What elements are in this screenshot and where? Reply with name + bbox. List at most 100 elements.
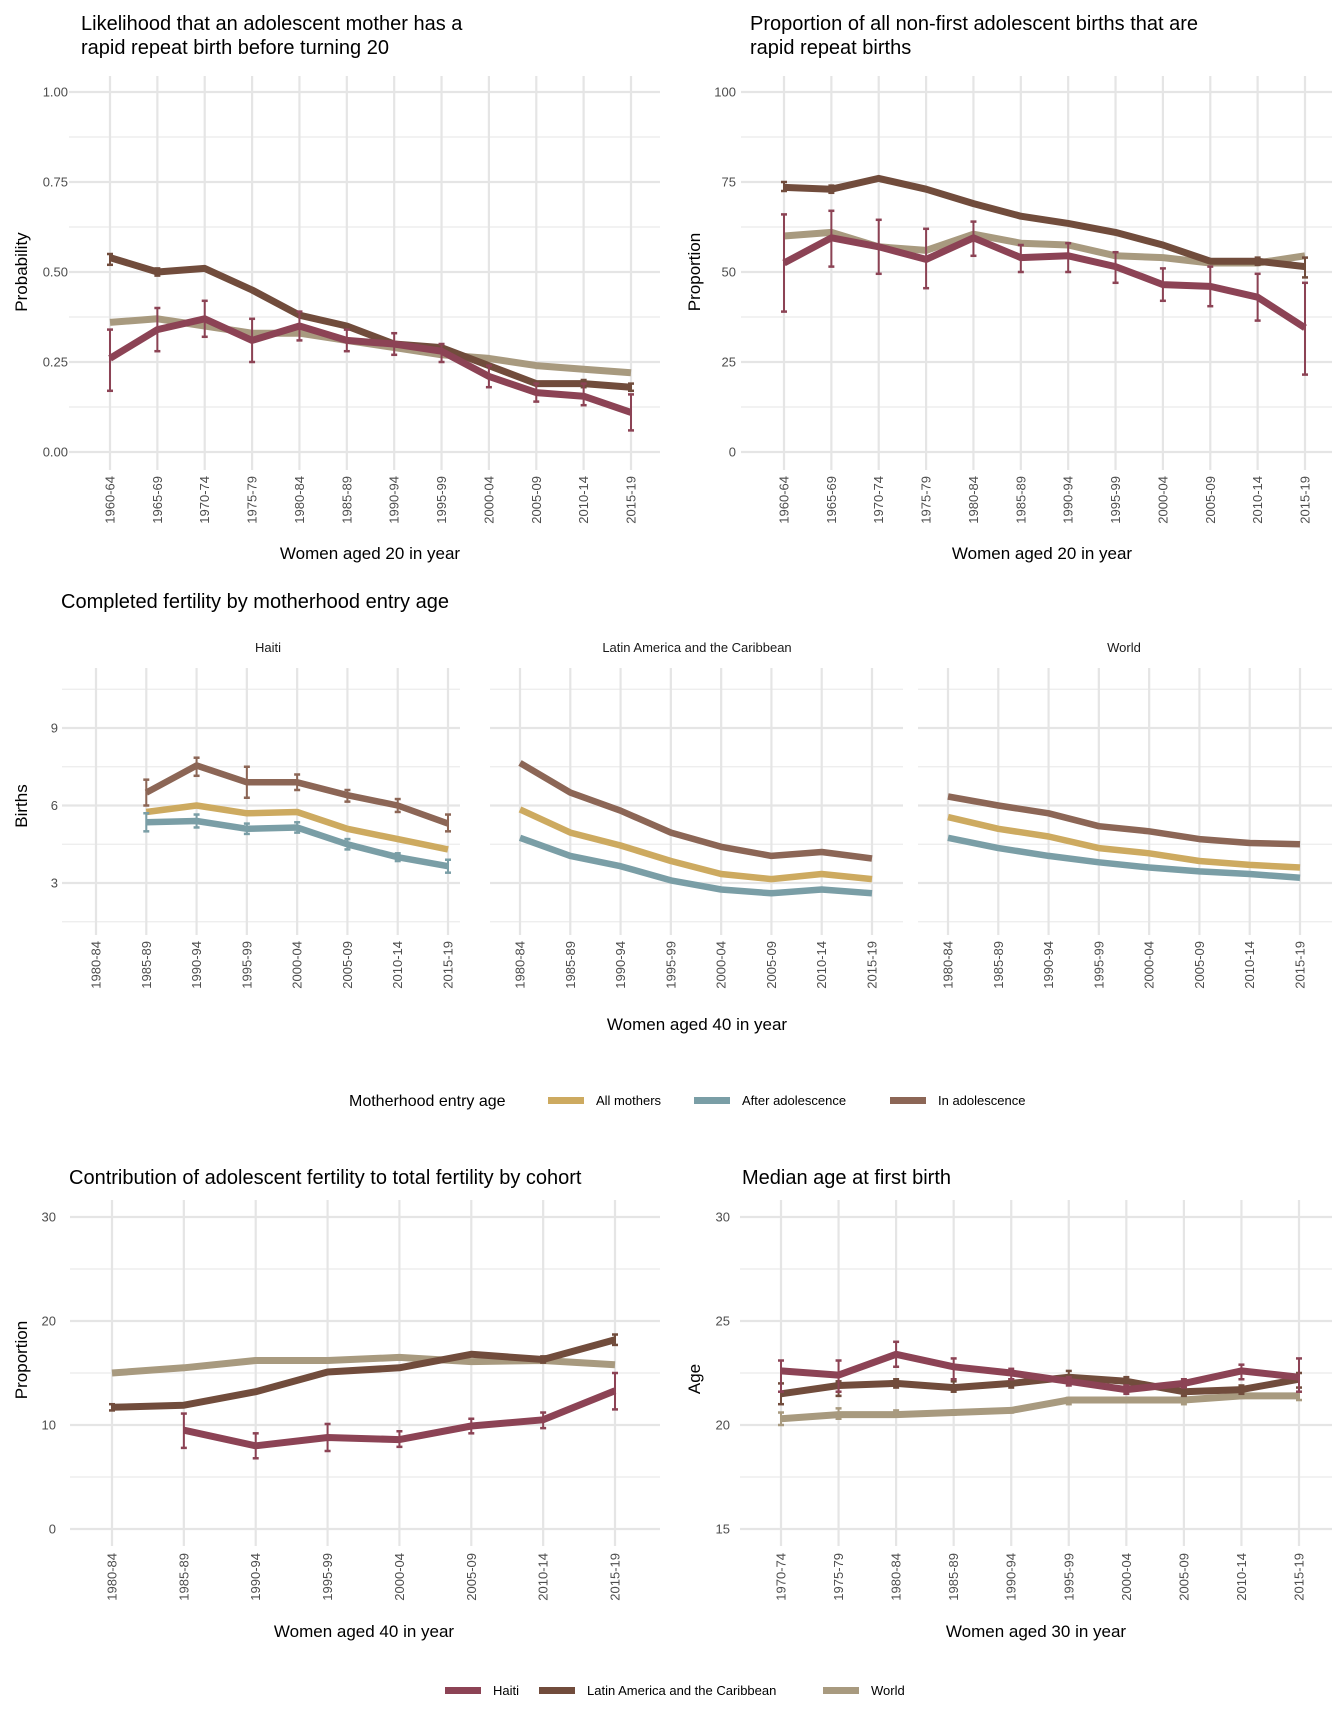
series-in-adolescence [947,793,1301,848]
series-line [782,234,1307,331]
y-tick-labels: 0 25 50 75 100 [714,85,736,460]
error-bar [778,1411,784,1427]
error-bar [143,778,150,807]
legend-label: Latin America and the Caribbean [587,1683,776,1698]
y-tick-label: 75 [722,175,736,190]
series-haiti [781,209,1308,376]
x-tick-label: 1985-89 [139,941,154,989]
chart-title: Completed fertility by motherhood entry … [61,591,449,613]
error-bar [445,813,451,833]
error-bar [950,1357,957,1381]
error-bar [1065,241,1072,274]
error-bar [193,813,200,829]
y-tick-labels: 0 10 20 30 [42,1210,56,1537]
legend-swatch [890,1097,926,1104]
x-tick-label: 2010-14 [814,941,829,989]
error-bar [970,220,977,258]
error-bar [107,252,113,267]
y-axis-label: Proportion [685,233,704,311]
x-tick-label: 1960-64 [777,476,792,524]
error-bar [1296,1357,1302,1393]
y-tick-label: 0 [49,1522,56,1537]
series-after-adolescence [518,834,873,897]
error-bar [835,1407,842,1421]
x-tick-label: 2015-19 [1292,1553,1307,1601]
error-bar [1159,267,1166,303]
series-line [518,806,873,883]
legend-label: In adolescence [938,1093,1025,1108]
y-tick-label: 1.00 [43,85,68,100]
series-line [947,793,1301,848]
error-bar [1254,272,1261,322]
legend-label: Haiti [493,1683,519,1698]
series-line [947,813,1301,871]
legend-swatch [823,1687,859,1694]
x-tick-label: 1970-74 [871,476,886,524]
error-bar [1065,1396,1072,1406]
x-tick-labels: 1980-84 1985-89 1990-94 1995-99 2000-04 2005-… [89,941,456,989]
error-bar [1302,281,1308,376]
error-bar [1238,1384,1245,1396]
error-bar [294,821,301,834]
series-line [109,315,632,377]
error-bar [243,822,250,836]
y-tick-label: 3 [51,876,58,891]
y-tick-label: 50 [722,265,736,280]
y-tick-labels: 15 20 25 30 [716,1210,730,1537]
x-tick-label: 1995-99 [663,941,678,989]
x-tick-label: 2015-19 [624,476,639,524]
error-bar [249,317,256,364]
series-latin-america-and-the-caribbean [109,1333,618,1412]
y-tick-label: 25 [716,1314,730,1329]
chart-title-line-1: Proportion of all non-first adolescent b… [750,13,1198,35]
x-tick-label: 2015-19 [1293,941,1308,989]
error-bar [1207,265,1214,308]
y-tick-label: 30 [42,1210,56,1225]
error-bar [1254,256,1261,267]
legend-item-haiti: Haiti [445,1683,519,1698]
facet-strip-label: World [1107,640,1141,655]
series-line [108,315,633,416]
x-tick-label: 2000-04 [290,941,305,989]
y-tick-label: 25 [722,355,736,370]
x-tick-label: 2015-19 [441,941,456,989]
x-tick-label: 2005-09 [764,941,779,989]
x-tick-label: 1995-99 [1091,941,1106,989]
y-tick-label: 0.25 [43,355,68,370]
y-tick-label: 0.50 [43,265,68,280]
x-axis-label: Women aged 40 in year [607,1015,788,1034]
y-tick-label: 0.75 [43,175,68,190]
gridlines [741,76,1332,470]
error-bar [391,331,398,357]
error-bar [1180,1377,1187,1389]
x-tick-label: 1975-79 [245,476,260,524]
error-bar [950,1380,957,1393]
x-tick-label: 2000-04 [1119,1553,1134,1601]
error-bar [1008,1367,1015,1381]
x-tick-label: 1980-84 [292,476,307,524]
error-bar [343,328,350,353]
series-haiti [778,1340,1302,1396]
error-bar [394,797,401,814]
error-bar [1123,1396,1130,1404]
legend-swatch [694,1097,730,1104]
error-bar [828,209,835,268]
x-tick-label: 2010-14 [576,476,591,524]
x-tick-label: 1985-89 [1013,476,1028,524]
data-marks [109,1333,618,1460]
y-axis-label: Probability [12,232,31,312]
x-tick-label: 2005-09 [340,941,355,989]
x-tick-label: 2000-04 [481,476,496,524]
legend-swatch [445,1687,481,1694]
legend-item-in-adolescence: In adolescence [890,1093,1025,1108]
error-bar [154,306,161,353]
series-all-mothers [518,806,873,883]
x-tick-label: 1990-94 [613,941,628,989]
error-bar [438,342,445,364]
chart-title: Median age at first birth [742,1167,951,1189]
error-bar [394,852,401,863]
x-tick-label: 1980-84 [89,941,104,989]
x-tick-labels: 1970-74 1975-79 1980-84 1985-89 1990-94 1995-… [774,1553,1307,1601]
error-bar [628,393,634,432]
error-bar [344,788,351,803]
